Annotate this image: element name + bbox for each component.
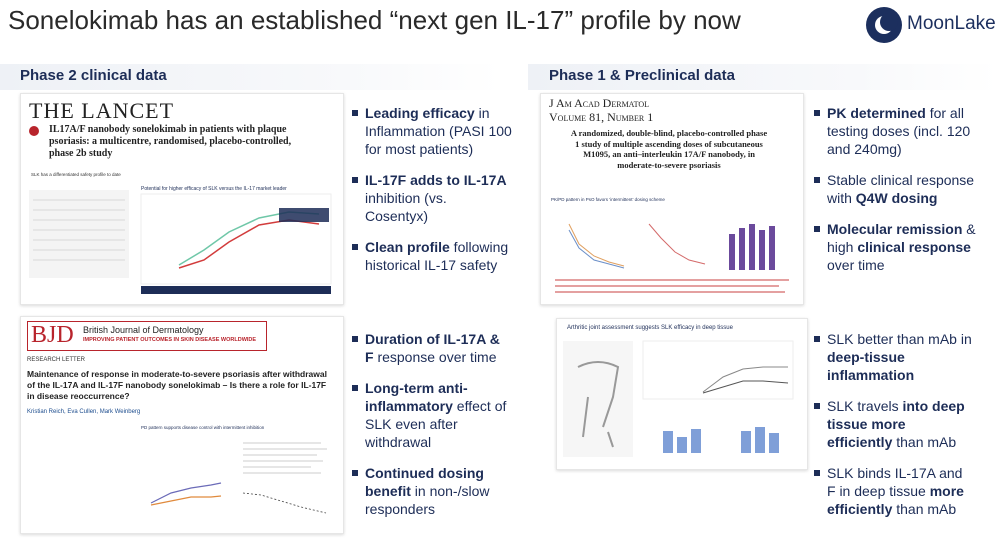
- slide-title: Sonelokimab has an established “next gen…: [8, 5, 741, 35]
- bullet: Leading efficacy in Inflammation (PASI 1…: [352, 104, 512, 158]
- curve: [150, 482, 222, 504]
- bullet-text: & high: [827, 221, 976, 255]
- bullet: Clean profile following historical IL-17…: [352, 238, 512, 274]
- bullet-list: PK determined for all testing doses (inc…: [814, 104, 984, 287]
- bullet-text: than mAb: [892, 434, 957, 450]
- bullet-text: response over time: [373, 349, 497, 365]
- bullet-list: SLK better than mAb in deep-tissue infla…: [814, 330, 974, 531]
- lancet-thumbnail: THE LANCET IL17A/F nanobody sonelokimab …: [20, 93, 344, 305]
- bullet-text: PK determined: [827, 105, 926, 121]
- curve: [702, 366, 788, 393]
- banner: [141, 286, 331, 294]
- icon: [29, 126, 39, 136]
- bullet: Molecular remission & high clinical resp…: [814, 220, 984, 274]
- journal-volume: Volume 81, Number 1: [549, 110, 654, 124]
- slide-caption: Potential for higher efficacy of SLK ver…: [141, 186, 287, 192]
- bullet-text: Molecular remission: [827, 221, 963, 237]
- article-title: Maintenance of response in moderate-to-s…: [27, 369, 327, 401]
- chart-frame: [131, 433, 337, 527]
- curve: [568, 229, 625, 269]
- arthritis-thumbnail: Arthritic joint assessment suggests SLK …: [556, 318, 808, 470]
- thumbnail-charts: [29, 190, 332, 294]
- curve: [242, 492, 327, 514]
- thumbnail-charts: [131, 433, 337, 527]
- skeleton: [577, 361, 620, 448]
- logo-mark-inner: [880, 13, 898, 31]
- curve: [150, 495, 222, 506]
- journal-tagline: IMPROVING PATIENT OUTCOMES IN SKIN DISEA…: [83, 337, 257, 343]
- bullet-text: in non-/slow responders: [365, 483, 490, 517]
- thumbnail-charts: [555, 223, 789, 293]
- bullet-text: Continued dosing benefit: [365, 465, 484, 499]
- bjd-thumbnail: BJD British Journal of Dermatology IMPRO…: [20, 316, 344, 534]
- skeleton-image: [563, 341, 633, 457]
- bullet: Long-term anti-inflammatory effect of SL…: [352, 379, 512, 451]
- jaad-thumbnail: J Am Acad Dermatol Volume 81, Number 1 A…: [540, 93, 804, 305]
- bullet-text: Q4W dosing: [855, 190, 938, 206]
- chart-frame: [642, 340, 794, 400]
- heading-band: [528, 64, 998, 90]
- bullet-text: SLK travels: [827, 398, 903, 414]
- bars: [663, 427, 779, 453]
- section-heading: Phase 1 & Preclinical data: [549, 67, 735, 84]
- bullet-text: for all testing doses (incl. 120 and 240…: [827, 105, 971, 157]
- article-title: IL17A/F nanobody sonelokimab in patients…: [49, 124, 292, 159]
- bullet: SLK travels into deep tissue more effici…: [814, 397, 974, 451]
- bullet: SLK binds IL-17A and F in deep tissue mo…: [814, 464, 974, 518]
- bullet-text: inhibition (vs. Cosentyx): [365, 190, 447, 224]
- bullet-text: into deep tissue more efficiently: [827, 398, 965, 450]
- thumbnail-charts: [563, 340, 794, 457]
- slide-caption: PK/PD pattern in PsO favors ‘intermitten…: [551, 197, 665, 202]
- text-lines: [555, 279, 789, 293]
- journal-banner: [27, 321, 267, 351]
- bullet: SLK better than mAb in deep-tissue infla…: [814, 330, 974, 384]
- bullet-text: clinical response: [857, 239, 971, 255]
- bullet-text: than mAb: [892, 501, 957, 517]
- bullet-text: more efficiently: [827, 483, 964, 517]
- bullet-text: following historical IL-17 safety: [365, 239, 509, 273]
- journal-name: THE LANCET: [29, 98, 175, 123]
- journal-name: British Journal of Dermatology: [83, 325, 204, 335]
- bullet: Stable clinical response with Q4W dosing: [814, 171, 984, 207]
- bullet-text: in Inflammation (PASI 100 for most patie…: [365, 105, 512, 157]
- bullet-text: Long-term anti-inflammatory: [365, 380, 468, 414]
- article-title: A randomized, double-blind, placebo-cont…: [570, 128, 768, 170]
- bullet-text: effect of SLK even after withdrawal: [365, 398, 507, 450]
- bullet-text: deep-tissue inflammation: [827, 349, 915, 383]
- bullet-text: IL-17F adds to IL-17A: [365, 172, 507, 188]
- bullet-text: SLK binds IL-17A and F in deep tissue: [827, 465, 963, 499]
- section-heading: Phase 2 clinical data: [20, 67, 167, 84]
- curve: [702, 380, 789, 394]
- bullet-text: SLK better than mAb in: [827, 331, 972, 347]
- chart-frame: [140, 193, 332, 285]
- bullet-text: Duration of IL-17A & F: [365, 331, 500, 365]
- article-kind: RESEARCH LETTER: [27, 357, 86, 363]
- bullet-text: Stable clinical response with: [827, 172, 975, 206]
- journal-name: J Am Acad Dermatol: [549, 96, 649, 110]
- bullet-list: Leading efficacy in Inflammation (PASI 1…: [352, 104, 512, 287]
- callout: [279, 208, 329, 222]
- bullet: PK determined for all testing doses (inc…: [814, 104, 984, 158]
- heading-band: [0, 64, 500, 90]
- text-lines: [243, 442, 327, 474]
- bullet: Duration of IL-17A & F response over tim…: [352, 330, 512, 366]
- slide-caption: PD pattern supports disease control with…: [141, 425, 265, 430]
- bullet-text: over time: [827, 257, 885, 273]
- table-rows: [33, 199, 125, 261]
- curve: [648, 223, 706, 265]
- slide-caption: SLK has a differentiated safety profile …: [31, 172, 121, 177]
- bullet-list: Duration of IL-17A & F response over tim…: [352, 330, 512, 531]
- bullet: IL-17F adds to IL-17A inhibition (vs. Co…: [352, 171, 512, 225]
- article-authors: Kristian Reich, Eva Cullen, Mark Weinber…: [27, 409, 141, 415]
- slide-caption: Arthritic joint assessment suggests SLK …: [567, 325, 733, 331]
- logo-text: MoonLake: [907, 13, 996, 34]
- journal-logo: BJD: [31, 322, 74, 348]
- curve: [568, 223, 625, 267]
- bullet-text: Clean profile: [365, 239, 450, 255]
- bullet-text: Leading efficacy: [365, 105, 475, 121]
- bars: [729, 224, 775, 270]
- table: [29, 190, 129, 278]
- bullet: Continued dosing benefit in non-/slow re…: [352, 464, 512, 518]
